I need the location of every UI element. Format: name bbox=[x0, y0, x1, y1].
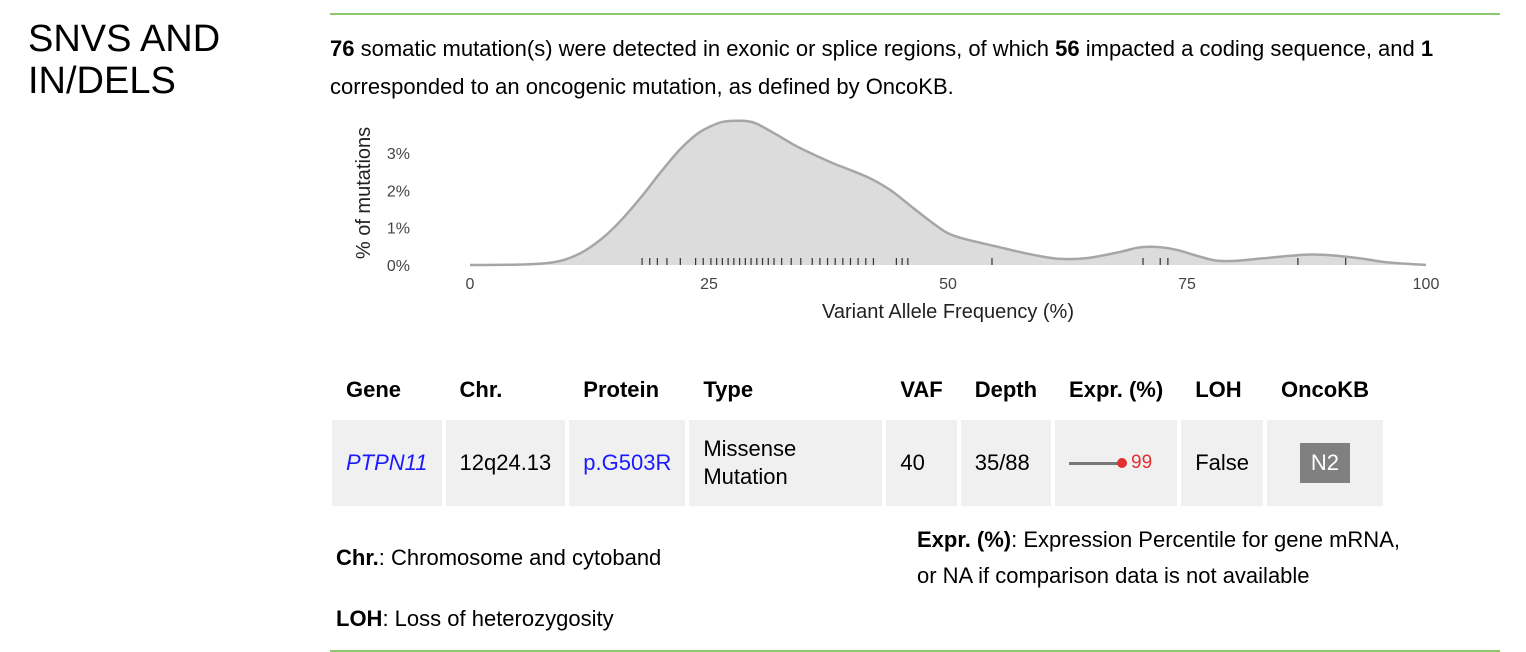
cell-vaf: 40 bbox=[886, 416, 957, 506]
section-title: SNVS AND IN/DELS bbox=[28, 18, 221, 102]
x-tick-label: 50 bbox=[939, 276, 957, 293]
vaf-density-chart: 0 25 50 75 100 0% 1% 2% 3% Variant Allele Freque… bbox=[353, 119, 1440, 323]
cell-depth: 35/88 bbox=[960, 416, 1052, 506]
table-row: PTPN11 12q24.13 p.G503R Missense Mutation… bbox=[332, 416, 1383, 506]
col-header-depth: Depth bbox=[960, 364, 1052, 416]
x-tick-label: 75 bbox=[1178, 276, 1196, 293]
expr-indicator: 99 bbox=[1069, 452, 1163, 474]
legend-loh-desc: : Loss of heterozygosity bbox=[382, 606, 614, 631]
type-line-2: Mutation bbox=[703, 464, 788, 489]
y-tick-label: 0% bbox=[387, 258, 410, 275]
cell-type: Missense Mutation bbox=[689, 416, 883, 506]
legend-expr-term: Expr. (%) bbox=[917, 527, 1012, 552]
bottom-divider bbox=[330, 650, 1500, 652]
cell-protein: p.G503R bbox=[569, 416, 686, 506]
oncogenic-count: 1 bbox=[1420, 36, 1434, 61]
protein-link[interactable]: p.G503R bbox=[583, 450, 672, 475]
col-header-oncokb: OncoKB bbox=[1266, 364, 1383, 416]
summary-text-2: impacted a coding sequence, and bbox=[1079, 36, 1421, 61]
y-tick-label: 2% bbox=[387, 183, 410, 200]
summary-text-1: somatic mutation(s) were detected in exo… bbox=[354, 36, 1056, 61]
x-axis-label: Variant Allele Frequency (%) bbox=[822, 301, 1074, 323]
legend-chr-desc: : Chromosome and cytoband bbox=[378, 545, 662, 570]
table-header-row: Gene Chr. Protein Type VAF Depth Expr. (… bbox=[332, 364, 1383, 416]
legend-chr-term: Chr. bbox=[336, 545, 379, 570]
coding-count: 56 bbox=[1055, 36, 1080, 61]
gene-link[interactable]: PTPN11 bbox=[346, 450, 428, 475]
col-header-gene: Gene bbox=[332, 364, 442, 416]
col-header-loh: LOH bbox=[1181, 364, 1263, 416]
col-header-chr: Chr. bbox=[445, 364, 566, 416]
legend-expr: Expr. (%): Expression Percentile for gen… bbox=[917, 522, 1400, 594]
x-tick-label: 100 bbox=[1413, 276, 1440, 293]
cell-loh: False bbox=[1181, 416, 1263, 506]
x-tick-label: 25 bbox=[700, 276, 718, 293]
top-divider bbox=[330, 13, 1500, 15]
legend-loh: LOH: Loss of heterozygosity bbox=[336, 601, 614, 637]
expr-bar bbox=[1069, 461, 1120, 465]
cell-expr: 99 bbox=[1055, 416, 1178, 506]
density-area bbox=[470, 120, 1426, 266]
y-tick-label: 3% bbox=[387, 146, 410, 163]
type-line-1: Missense bbox=[703, 436, 797, 461]
mutation-table: Gene Chr. Protein Type VAF Depth Expr. (… bbox=[328, 364, 1387, 506]
cell-chr: 12q24.13 bbox=[445, 416, 566, 506]
legend-loh-term: LOH bbox=[336, 606, 383, 631]
cell-gene: PTPN11 bbox=[332, 416, 442, 506]
legend-expr-desc-1: : Expression Percentile for gene mRNA, bbox=[1011, 527, 1400, 552]
col-header-vaf: VAF bbox=[886, 364, 957, 416]
summary-text-3: corresponded to an oncogenic mutation, a… bbox=[330, 74, 954, 99]
density-line bbox=[469, 119, 1427, 267]
cell-oncokb: N2 bbox=[1266, 416, 1383, 506]
expr-value: 99 bbox=[1131, 452, 1153, 473]
oncokb-badge: N2 bbox=[1299, 443, 1350, 483]
col-header-protein: Protein bbox=[569, 364, 686, 416]
mutation-summary: 76 somatic mutation(s) were detected in … bbox=[330, 30, 1500, 106]
y-axis-label: % of mutations bbox=[353, 127, 375, 259]
expr-dot bbox=[1117, 458, 1128, 468]
col-header-type: Type bbox=[689, 364, 883, 416]
x-tick-label: 0 bbox=[466, 276, 475, 293]
somatic-count: 76 bbox=[330, 36, 355, 61]
y-tick-label: 1% bbox=[387, 221, 410, 238]
legend-chr: Chr.: Chromosome and cytoband bbox=[336, 540, 661, 576]
legend-expr-desc-2: or NA if comparison data is not availabl… bbox=[917, 563, 1310, 588]
col-header-expr: Expr. (%) bbox=[1055, 364, 1178, 416]
